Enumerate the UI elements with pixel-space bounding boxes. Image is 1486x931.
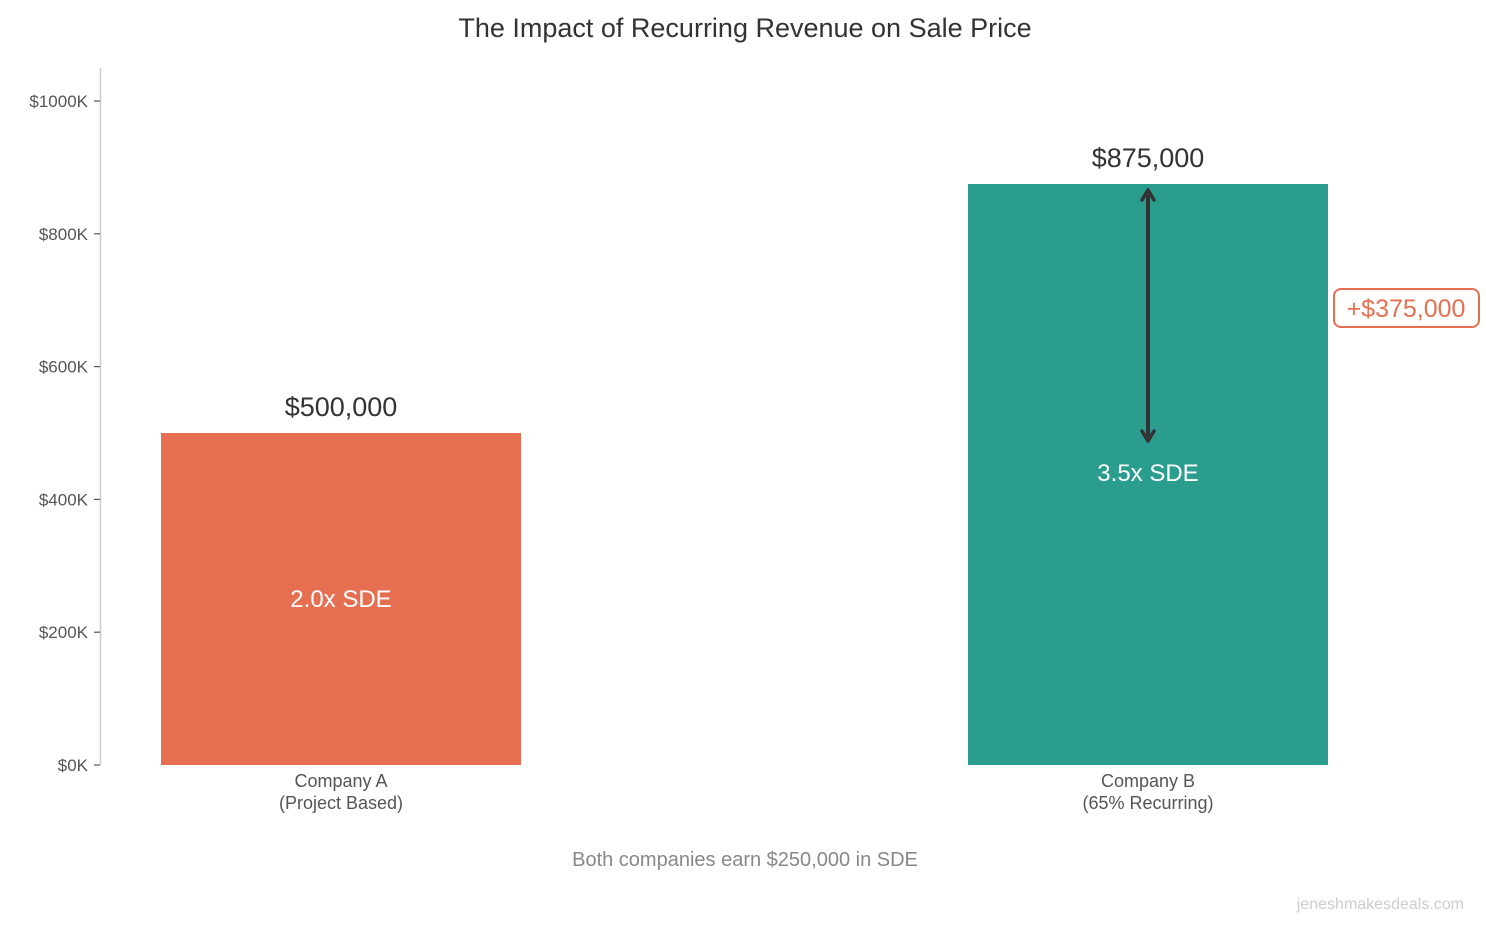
y-tick-label: $400K [39,490,89,509]
chart-title: The Impact of Recurring Revenue on Sale … [458,13,1031,43]
watermark: jeneshmakesdeals.com [1296,896,1464,913]
y-tick-label: $200K [39,623,89,642]
x-tick-label: Company B [1101,771,1195,791]
bar-value-label: $875,000 [1092,143,1205,173]
arrow-head-down [1140,429,1156,443]
difference-label: +$375,000 [1347,295,1466,323]
y-tick-label: $1000K [29,92,88,111]
bar-value-label: $500,000 [285,392,398,422]
bar-inner-label: 3.5x SDE [1097,460,1198,487]
x-tick-label: (65% Recurring) [1082,793,1213,813]
x-tick-label: Company A [294,771,387,791]
difference-box [1333,288,1480,328]
bar-inner-label: 2.0x SDE [290,586,391,613]
x-tick-label: (Project Based) [279,793,403,813]
y-tick-label: $600K [39,358,89,377]
bar [161,433,521,765]
y-tick-label: $800K [39,225,89,244]
y-tick-label: $0K [58,756,89,775]
x-axis-label: Both companies earn $250,000 in SDE [572,849,918,871]
arrow-head-up [1140,188,1156,202]
